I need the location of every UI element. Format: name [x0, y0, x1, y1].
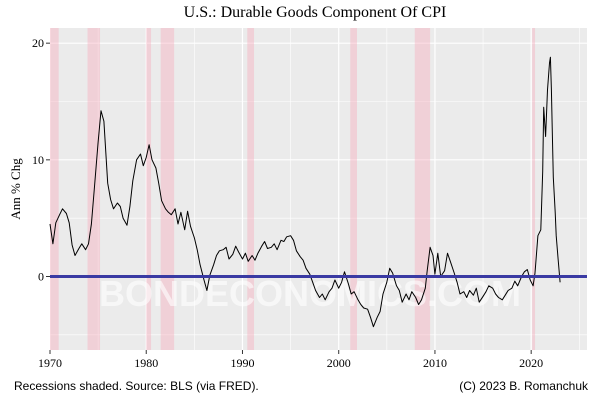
recession-band — [532, 28, 536, 350]
x-tick-label: 1980 — [134, 356, 158, 370]
y-tick-label: 10 — [32, 153, 44, 167]
series-layer — [49, 56, 561, 328]
footer-source: Recessions shaded. Source: BLS (via FRED… — [14, 379, 259, 393]
chart-title: U.S.: Durable Goods Component Of CPI — [184, 4, 447, 21]
y-axis-label: Ann % Chg — [8, 158, 23, 220]
recession-band — [160, 28, 175, 350]
x-tick-label: 2000 — [327, 356, 351, 370]
recession-band — [414, 28, 431, 350]
x-tick-label: 2010 — [423, 356, 447, 370]
recession-band — [50, 28, 59, 350]
x-tick-label: 2020 — [519, 356, 543, 370]
x-tick-label: 1990 — [230, 356, 254, 370]
recession-band — [247, 28, 255, 350]
axis-layer: 1970 1980 1990 2000 2010 2020 0 10 20 — [32, 36, 543, 370]
recession-bands — [50, 28, 536, 350]
series-line — [49, 56, 561, 328]
recession-band — [350, 28, 357, 350]
recession-band — [146, 28, 152, 350]
y-tick-label: 20 — [32, 36, 44, 50]
footer-copyright: (C) 2023 B. Romanchuk — [459, 379, 589, 393]
y-tick-label: 0 — [38, 270, 44, 284]
watermark: BONDECONOMICS.COM — [99, 273, 521, 314]
recession-band — [87, 28, 101, 350]
x-tick-label: 1970 — [38, 356, 62, 370]
